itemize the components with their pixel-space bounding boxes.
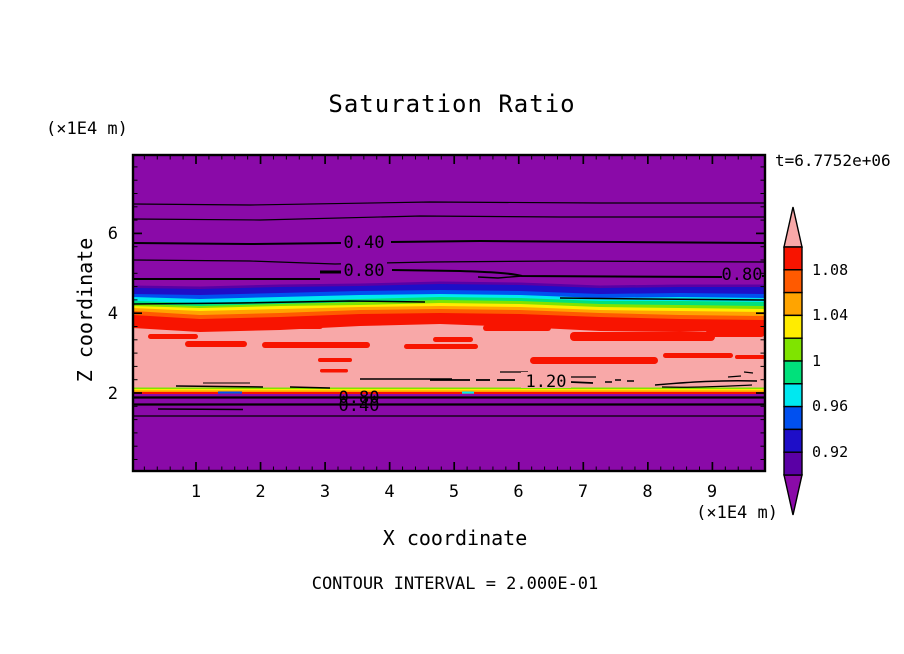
red-streaks [148, 323, 765, 373]
contour-label-040-lower: 0.40 [339, 396, 380, 416]
x-tick-label-1: 1 [191, 482, 201, 502]
y-axis-title: Z coordinate [73, 238, 97, 383]
contour-lines-lower [133, 396, 765, 417]
timestamp-label: t=6.7752e+06 [775, 151, 891, 170]
x-tick-label-4: 4 [384, 482, 394, 502]
colorbar: 1.08 1.04 1 0.96 0.92 [783, 206, 848, 516]
lower-transition-band [133, 387, 765, 394]
x-axis-title: X coordinate [383, 526, 528, 550]
contour-label-080-right: 0.80 [722, 265, 763, 285]
colorbar-label-104: 1.04 [812, 306, 848, 324]
plot-field: 0.40 0.80 0.80 1.20 0.80 0.40 [133, 155, 765, 471]
y-tick-label-2: 2 [108, 384, 118, 404]
label-gap [521, 372, 571, 388]
y-axis-unit-label: (×1E4 m) [46, 119, 128, 139]
colorbar-label-108: 1.08 [812, 261, 848, 279]
x-tick-label-8: 8 [642, 482, 652, 502]
colorbar-over-arrow [783, 206, 803, 248]
x-tick-label-3: 3 [320, 482, 330, 502]
x-tick-label-6: 6 [513, 482, 523, 502]
contour-label-120: 1.20 [526, 372, 567, 392]
colorbar-under-arrow [783, 474, 803, 516]
colorbar-label-092: 0.92 [812, 443, 848, 461]
x-tick-label-7: 7 [578, 482, 588, 502]
y-tick-label-4: 4 [108, 304, 118, 324]
y-axis: Z coordinate 6 4 2 [73, 224, 118, 404]
contour-label-040-upper: 0.40 [344, 233, 385, 253]
x-axis: 1 2 3 4 5 6 7 8 9 (×1E4 m) X coordinate [191, 482, 778, 550]
contour-label-080-upper: 0.80 [344, 261, 385, 281]
label-gap [341, 262, 387, 278]
contour-lines-mid [175, 371, 758, 389]
colorbar-segments [783, 246, 803, 476]
x-tick-label-5: 5 [449, 482, 459, 502]
contour-label-080-lower: 0.80 [339, 388, 380, 408]
colorbar-label-100: 1 [812, 352, 821, 370]
x-tick-label-9: 9 [707, 482, 717, 502]
label-gap [722, 266, 762, 282]
plot-title: Saturation Ratio [328, 90, 575, 118]
contour-interval-label: CONTOUR INTERVAL = 2.000E-01 [312, 574, 599, 594]
x-axis-unit-label: (×1E4 m) [696, 503, 778, 523]
y-tick-label-6: 6 [108, 224, 118, 244]
x-tick-label-2: 2 [255, 482, 265, 502]
colorbar-label-096: 0.96 [812, 397, 848, 415]
plot-border [131, 153, 767, 473]
label-gap [341, 234, 387, 250]
